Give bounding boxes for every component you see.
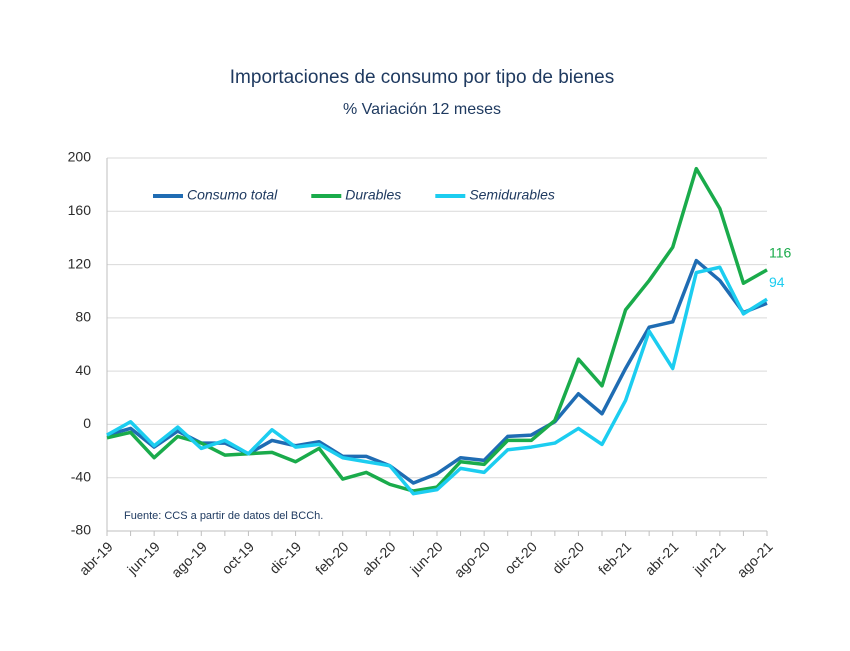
x-tick-label: abr-19 xyxy=(76,538,116,578)
y-tick-label: -80 xyxy=(71,522,91,538)
x-tick-label: jun-19 xyxy=(123,538,163,578)
x-tick-label: jun-20 xyxy=(406,538,446,578)
y-tick-label: 80 xyxy=(75,309,91,325)
legend-label: Semidurables xyxy=(469,187,555,203)
x-tick-label: feb-21 xyxy=(595,538,635,578)
x-tick-label: oct-20 xyxy=(501,538,540,577)
y-tick-label: -40 xyxy=(71,468,91,484)
y-tick-label: 200 xyxy=(68,149,92,165)
x-tick-label: ago-20 xyxy=(451,538,493,580)
x-tick-label: jun-21 xyxy=(689,538,729,578)
x-tick-label: oct-19 xyxy=(218,538,257,577)
x-tick-label: dic-19 xyxy=(266,538,304,576)
x-tick-label: dic-20 xyxy=(549,538,587,576)
x-tick-label: feb-20 xyxy=(312,538,352,578)
end-value-label: 116 xyxy=(769,245,792,261)
y-tick-label: 120 xyxy=(68,255,92,271)
legend-label: Consumo total xyxy=(187,187,278,203)
series-line xyxy=(106,166,768,493)
chart-subtitle: % Variación 12 meses xyxy=(343,101,501,118)
chart-title: Importaciones de consumo por tipo de bie… xyxy=(230,67,614,88)
legend-label: Durables xyxy=(345,187,401,203)
source-note: Fuente: CCS a partir de datos del BCCh. xyxy=(124,510,323,522)
end-value-label: 94 xyxy=(769,274,785,290)
series-line xyxy=(106,258,768,485)
y-tick-label: 0 xyxy=(83,415,91,431)
x-tick-label: ago-21 xyxy=(734,538,776,580)
x-tick-label: abr-20 xyxy=(359,538,399,578)
y-tick-label: 160 xyxy=(68,202,92,218)
x-tick-label: abr-21 xyxy=(642,538,682,578)
y-tick-label: 40 xyxy=(75,362,91,378)
series-line xyxy=(106,265,768,496)
x-tick-label: ago-19 xyxy=(168,538,210,580)
